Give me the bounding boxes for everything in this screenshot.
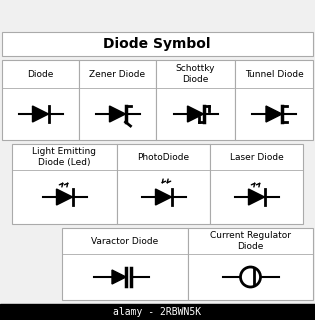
Polygon shape (187, 106, 203, 122)
Polygon shape (56, 189, 72, 205)
Bar (79, 60, 156, 140)
Bar (62, 228, 188, 300)
Text: Current Regulator
Diode: Current Regulator Diode (210, 231, 291, 251)
Bar (156, 60, 235, 140)
Polygon shape (32, 106, 49, 122)
Polygon shape (266, 106, 282, 122)
Bar (188, 228, 313, 300)
Bar (12, 144, 117, 224)
Text: Tunnel Diode: Tunnel Diode (245, 69, 303, 78)
Text: PhotoDiode: PhotoDiode (137, 153, 190, 162)
Bar (235, 60, 313, 140)
Bar (117, 144, 210, 224)
Bar (2, 60, 79, 140)
Text: Zener Diode: Zener Diode (89, 69, 146, 78)
Polygon shape (112, 270, 126, 284)
Polygon shape (249, 189, 265, 205)
Bar (210, 144, 303, 224)
Circle shape (240, 267, 261, 287)
Bar (2, 32, 313, 56)
Polygon shape (156, 189, 171, 205)
Bar (0, 304, 315, 320)
Text: alamy - 2RBWN5K: alamy - 2RBWN5K (113, 307, 201, 317)
Text: Diode Symbol: Diode Symbol (103, 37, 211, 51)
Text: Varactor Diode: Varactor Diode (91, 236, 159, 245)
Text: Light Emitting
Diode (Led): Light Emitting Diode (Led) (32, 147, 96, 167)
Polygon shape (110, 106, 125, 122)
Text: Laser Diode: Laser Diode (230, 153, 284, 162)
Text: Schottky
Diode: Schottky Diode (176, 64, 215, 84)
Text: Diode: Diode (27, 69, 54, 78)
